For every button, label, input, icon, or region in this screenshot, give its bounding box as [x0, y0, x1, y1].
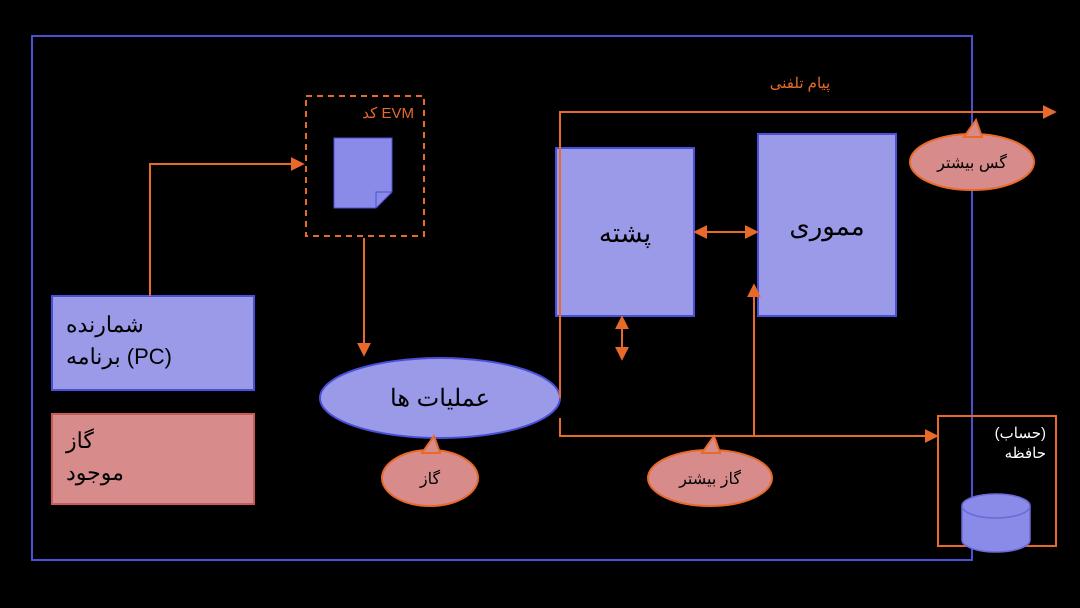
memory-label: مموری [789, 211, 864, 242]
pc-label-1: شمارنده [66, 312, 144, 338]
page-icon [334, 138, 392, 208]
evm-code-label: کد EVM [362, 105, 414, 122]
pc-box [52, 296, 254, 390]
stack-label: پشته [599, 218, 651, 249]
more-gas-bubble-top-label: گس بیشتر [936, 153, 1007, 172]
pc-label-2: برنامه (PC) [66, 344, 172, 370]
storage-label-1: (حساب) [995, 425, 1046, 442]
ops-label: عملیات ها [390, 385, 490, 412]
diagram-canvas: کد EVM شمارنده برنامه (PC) گاز موجود عملیات ه… [0, 0, 1080, 608]
gas-label-2: موجود [66, 460, 124, 486]
cylinder-top [962, 494, 1030, 518]
gas-bubble-label: گاز [419, 469, 441, 488]
gas-label-1: گاز [65, 428, 94, 454]
more-gas-bubble-label: گاز بیشتر [678, 469, 741, 488]
msg-call-label: پیام تلفنی [770, 75, 830, 92]
storage-label-2: حافظه [1005, 445, 1046, 462]
